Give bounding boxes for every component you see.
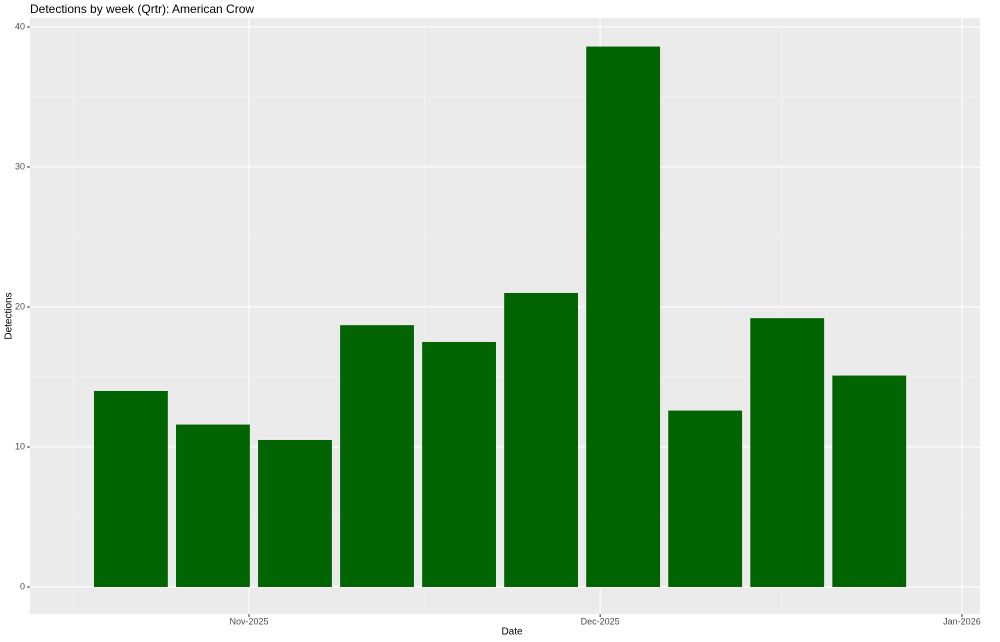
bar xyxy=(586,46,661,587)
y-tick-label: 0 xyxy=(20,581,25,591)
y-tick-label: 30 xyxy=(15,161,25,171)
bar xyxy=(504,292,579,587)
bar xyxy=(750,318,825,587)
bar xyxy=(422,341,496,587)
chart-title: Detections by week (Qrtr): American Crow xyxy=(30,2,254,16)
bar xyxy=(668,410,743,587)
x-axis-label: Date xyxy=(501,627,523,638)
bar xyxy=(832,375,907,587)
y-tick-label: 20 xyxy=(15,301,25,311)
y-tick-label: 40 xyxy=(15,21,25,31)
bar xyxy=(93,390,168,587)
bar xyxy=(176,424,250,587)
x-tick-label: Dec-2025 xyxy=(581,616,620,626)
y-tick-label: 10 xyxy=(15,441,25,451)
x-tick-label: Nov-2025 xyxy=(230,616,269,626)
bar xyxy=(258,439,332,587)
y-axis-label: Detections xyxy=(4,292,15,339)
bar xyxy=(340,325,414,587)
x-tick-label: Jan-2026 xyxy=(943,616,981,626)
